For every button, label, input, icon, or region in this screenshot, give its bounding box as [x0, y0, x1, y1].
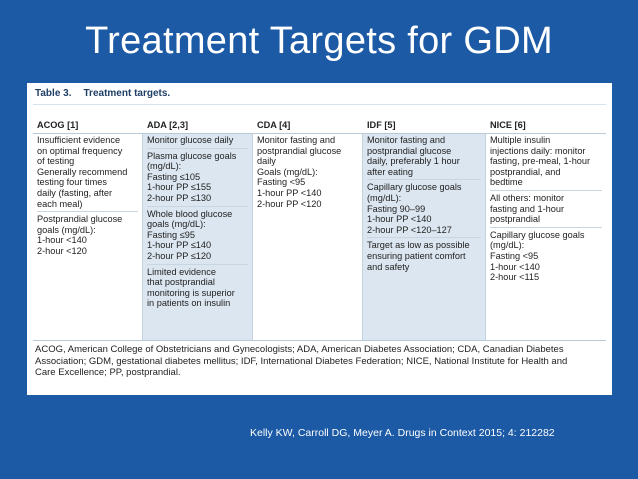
header-nice: NICE [6] — [490, 120, 526, 130]
header-idf: IDF [5] — [367, 120, 396, 130]
cell-text: daily (fasting, after — [37, 187, 113, 198]
cell-text: goals (mg/dL): — [37, 224, 96, 235]
cell-text: postprandial glucose — [367, 145, 452, 156]
cell-text: on optimal frequency — [37, 145, 123, 156]
cell-paragraph: Insufficient evidence on optimal frequenc… — [37, 135, 138, 213]
cell-text: after eating — [367, 166, 413, 177]
footnote-line: Association; GDM, gestational diabetes m… — [35, 355, 568, 367]
cell-text: 2-hour <120 — [37, 245, 87, 256]
cell-paragraph: All others: monitor fasting and 1-hour pos… — [490, 193, 602, 228]
cell-text: Fasting <95 — [257, 177, 306, 188]
column-acog: Insufficient evidence on optimal frequenc… — [33, 134, 143, 340]
cell-text: 1-hour PP <140 — [257, 187, 322, 198]
treatment-targets-table: Table 3. Treatment targets. ACOG [1] ADA … — [27, 83, 612, 395]
cell-paragraph: Whole blood glucose goals (mg/dL): Fasting… — [147, 209, 248, 265]
cell-text: injections daily: monitor — [490, 145, 586, 156]
cell-text: Whole blood glucose — [147, 208, 233, 219]
cell-text: goals (mg/dL): — [147, 219, 206, 230]
cell-text: Monitor fasting and — [257, 135, 336, 145]
table-header-row: ACOG [1] ADA [2,3] CDA [4] IDF [5] NICE … — [33, 115, 606, 133]
cell-text: Monitor fasting and — [367, 135, 446, 145]
slide-title: Treatment Targets for GDM — [85, 20, 553, 62]
column-idf: Monitor fasting and postprandial glucose d… — [363, 134, 486, 340]
cell-paragraph: Monitor glucose daily — [147, 135, 248, 149]
cell-text: (mg/dL): — [490, 240, 525, 251]
header-ada: ADA [2,3] — [147, 120, 189, 130]
cell-text: each meal) — [37, 198, 83, 209]
cell-text: Target as low as possible — [367, 240, 470, 251]
cell-text: postprandial glucose — [257, 145, 342, 156]
cell-text: Fasting ≤105 — [147, 171, 201, 182]
cell-text: ensuring patient comfort — [367, 250, 466, 261]
cell-text: 2-hour PP <120–127 — [367, 224, 452, 235]
cell-text: 1-hour PP <140 — [367, 214, 432, 225]
cell-paragraph: Limited evidence that postprandial monitor… — [147, 267, 248, 311]
cell-text: postprandial — [490, 214, 541, 225]
column-nice: Multiple insulin injections daily: monito… — [486, 134, 606, 340]
table-body: Insufficient evidence on optimal frequenc… — [33, 133, 606, 340]
footnote-line: Care Excellence; PP, postprandial. — [35, 367, 181, 378]
cell-text: Multiple insulin — [490, 135, 551, 145]
cell-text: Monitor glucose daily — [147, 135, 234, 145]
cell-text: 2-hour PP <120 — [257, 198, 322, 209]
column-ada: Monitor glucose daily Plasma glucose goal… — [143, 134, 253, 340]
cell-text: Fasting <95 — [490, 250, 539, 261]
cell-text: Generally recommend — [37, 166, 128, 177]
cell-text: Goals (mg/dL): — [257, 166, 318, 177]
cell-paragraph: Capillary glucose goals (mg/dL): Fasting 9… — [367, 182, 481, 239]
column-cda: Monitor fasting and postprandial glucose d… — [253, 134, 363, 340]
cell-paragraph: Target as low as possible ensuring patien… — [367, 240, 481, 274]
cell-text: bedtime — [490, 177, 523, 188]
cell-paragraph: Postprandial glucose goals (mg/dL): 1-hour… — [37, 214, 138, 258]
footnote-line: ACOG, American College of Obstetricians … — [35, 344, 564, 355]
cell-text: Limited evidence — [147, 266, 216, 277]
header-acog: ACOG [1] — [37, 120, 79, 130]
cell-text: 1-hour <140 — [490, 261, 540, 272]
cell-text: Plasma glucose goals — [147, 150, 237, 161]
table-label: Table 3. — [35, 88, 72, 99]
cell-paragraph: Multiple insulin injections daily: monito… — [490, 135, 602, 191]
cell-text: 1-hour <140 — [37, 235, 87, 246]
cell-text: (mg/dL): — [147, 161, 182, 172]
cell-text: daily — [257, 156, 276, 167]
table-footnote: ACOG, American College of Obstetricians … — [33, 340, 606, 379]
cell-text: 2-hour PP ≤120 — [147, 250, 212, 261]
table-caption: Table 3. Treatment targets. — [33, 87, 606, 105]
cell-text: Fasting ≤95 — [147, 229, 195, 240]
cell-text: that postprandial — [147, 277, 215, 288]
citation: Kelly KW, Carroll DG, Meyer A. Drugs in … — [250, 427, 555, 439]
cell-paragraph: Plasma glucose goals (mg/dL): Fasting ≤105… — [147, 151, 248, 207]
cell-paragraph: Capillary glucose goals (mg/dL): Fasting <… — [490, 230, 602, 285]
cell-text: postprandial, and — [490, 166, 561, 177]
cell-text: fasting and 1-hour — [490, 203, 565, 214]
cell-text: Fasting 90–99 — [367, 203, 426, 214]
cell-text: Capillary glucose goals — [490, 229, 585, 240]
cell-text: testing four times — [37, 177, 107, 188]
cell-text: Postprandial glucose — [37, 214, 123, 225]
cell-text: Capillary glucose goals — [367, 182, 462, 193]
cell-text: daily, preferably 1 hour — [367, 156, 460, 167]
cell-text: 1-hour PP ≤140 — [147, 240, 212, 251]
cell-text: fasting, pre-meal, 1-hour — [490, 156, 591, 167]
cell-text: Insufficient evidence — [37, 135, 121, 145]
cell-text: (mg/dL): — [367, 192, 402, 203]
cell-text: 1-hour PP ≤155 — [147, 182, 212, 193]
cell-text: 2-hour <115 — [490, 272, 540, 283]
cell-text: All others: monitor — [490, 192, 565, 203]
cell-text: and safety — [367, 261, 410, 272]
cell-text: of testing — [37, 156, 75, 167]
table-title: Treatment targets. — [83, 88, 171, 99]
cell-text: 2-hour PP ≤130 — [147, 192, 212, 203]
cell-text: monitoring is superior — [147, 287, 235, 298]
cell-text: in patients on insulin — [147, 298, 231, 309]
cell-paragraph: Monitor fasting and postprandial glucose d… — [257, 135, 358, 211]
header-cda: CDA [4] — [257, 120, 291, 130]
cell-paragraph: Monitor fasting and postprandial glucose d… — [367, 135, 481, 181]
